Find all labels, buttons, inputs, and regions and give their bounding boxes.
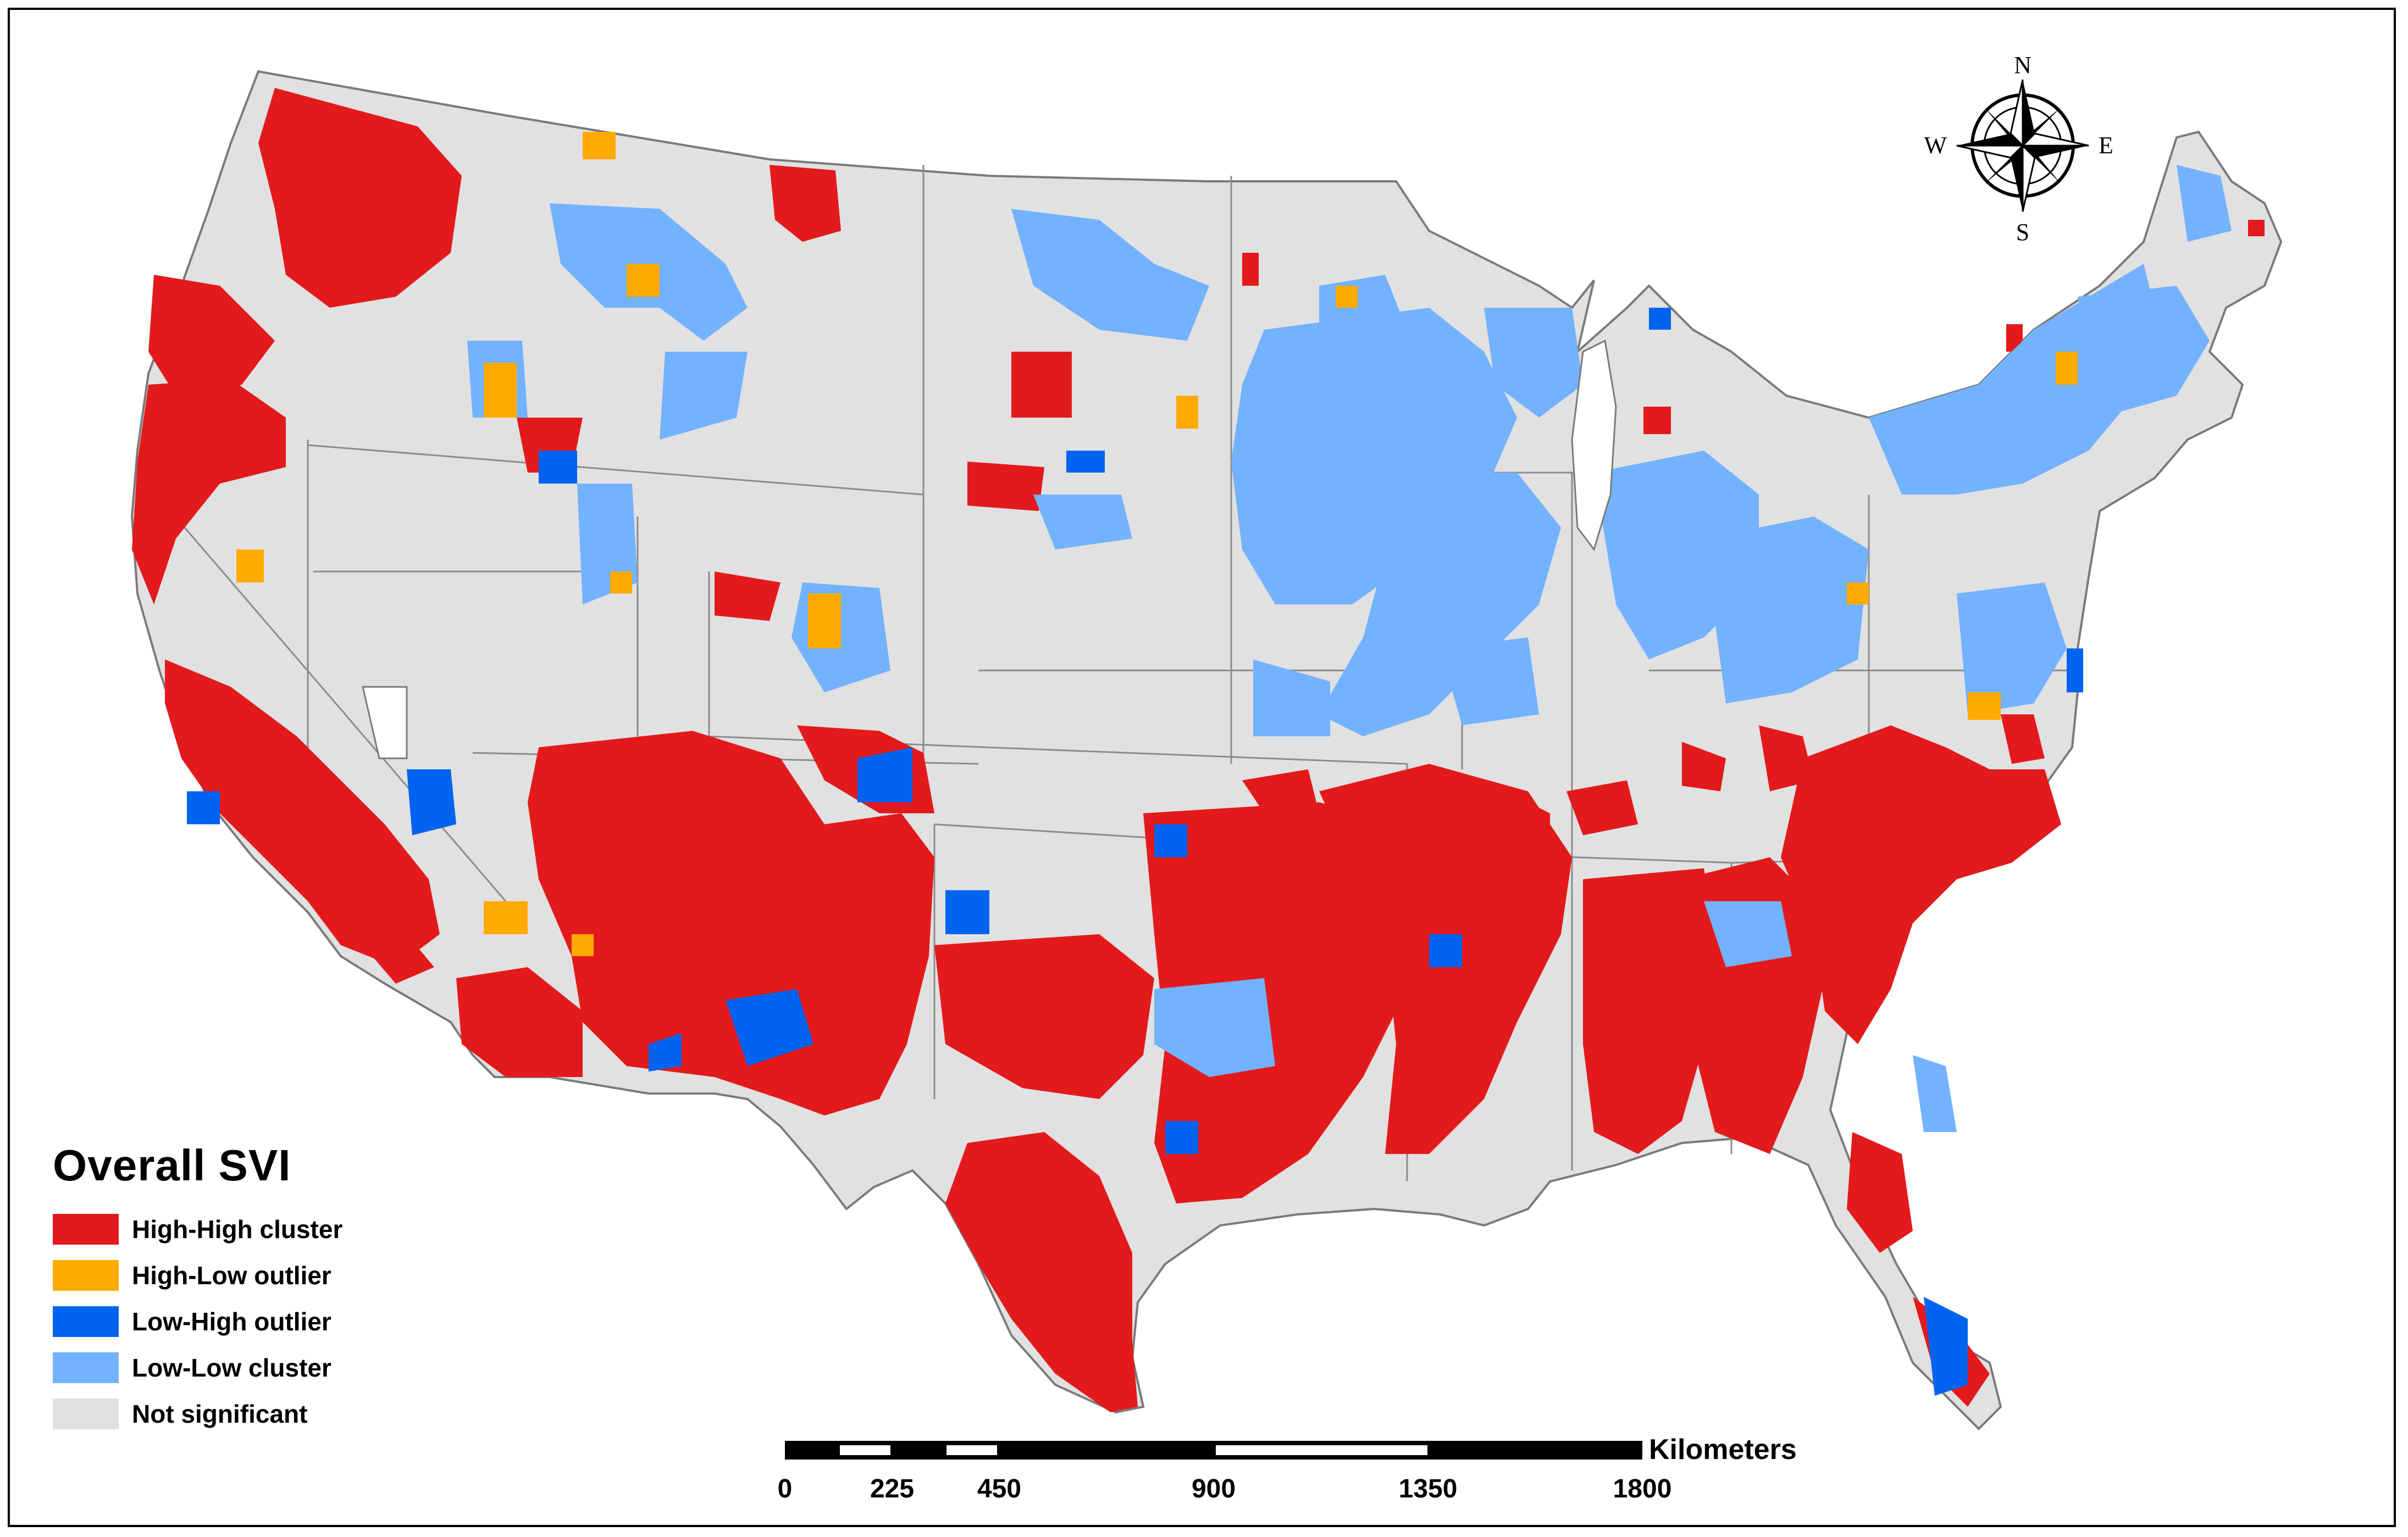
legend-label: Low-Low cluster [132, 1353, 331, 1382]
legend-label: Not significant [132, 1400, 308, 1428]
scale-tick-450: 450 [977, 1474, 1021, 1503]
legend-item-high-high: High-High cluster [53, 1206, 438, 1252]
legend-swatch [53, 1214, 119, 1245]
compass-w-label: W [1924, 132, 1947, 159]
legend-label: Low-High outlier [132, 1307, 331, 1336]
compass-e-label: E [2099, 132, 2113, 159]
legend-swatch [53, 1260, 119, 1291]
low-high-outliers [187, 308, 2083, 1396]
great-lakes [362, 339, 1617, 759]
scale-tick-1800: 1800 [1613, 1474, 1672, 1503]
legend: Overall SVI High-High cluster High-Low o… [53, 1140, 438, 1437]
scale-bar: Kilometers 0 225 450 900 1350 1800 [778, 1434, 1797, 1503]
legend-title: Overall SVI [53, 1141, 291, 1190]
legend-item-not-significant: Not significant [53, 1391, 438, 1437]
scale-tick-0: 0 [778, 1474, 793, 1503]
north-arrow: N S E W [1924, 52, 2113, 246]
legend-item-high-low: High-Low outlier [53, 1252, 438, 1299]
scale-tick-225: 225 [870, 1474, 914, 1503]
legend-swatch [53, 1399, 119, 1429]
legend-item-low-high: Low-High outlier [53, 1299, 438, 1345]
high-low-outliers [236, 132, 2078, 956]
high-high-clusters [132, 88, 2265, 1412]
scale-unit-label: Kilometers [1649, 1434, 1797, 1466]
scale-tick-1350: 1350 [1399, 1474, 1458, 1503]
legend-label: High-Low outlier [132, 1261, 331, 1290]
scale-tick-900: 900 [1192, 1474, 1236, 1503]
legend-label: High-High cluster [132, 1215, 343, 1244]
compass-n-label: N [2014, 52, 2031, 79]
legend-swatch [53, 1352, 119, 1383]
us-outline [130, 70, 2283, 1430]
legend-item-low-low: Low-Low cluster [53, 1345, 438, 1391]
compass-s-label: S [2016, 219, 2029, 246]
legend-swatch [53, 1306, 119, 1337]
